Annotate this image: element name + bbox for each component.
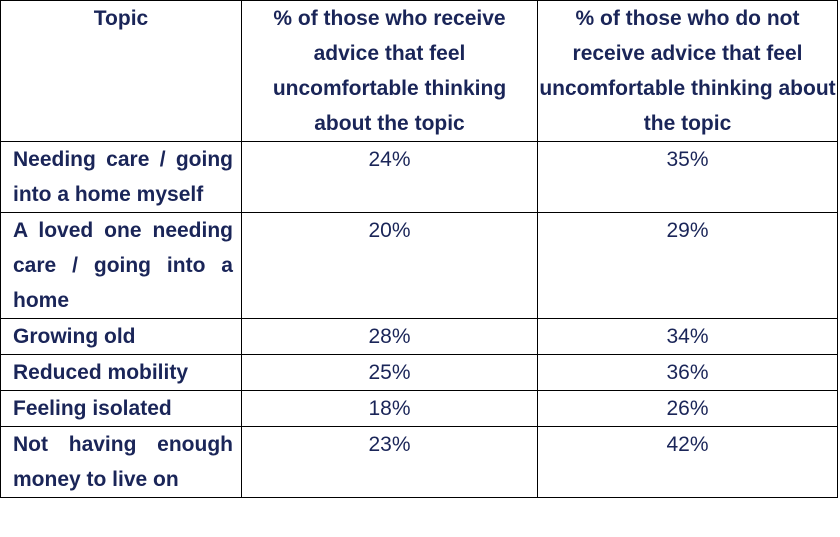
no-advice-value: 42% <box>537 426 838 498</box>
uncomfortable-topics-table: Topic % of those who receive advice that… <box>0 0 838 498</box>
table-row: Not having enough money to live on 23% 4… <box>0 426 838 498</box>
receive-advice-value: 23% <box>241 426 538 498</box>
receive-advice-value: 25% <box>241 354 538 391</box>
no-advice-value: 29% <box>537 212 838 319</box>
no-advice-value: 34% <box>537 318 838 355</box>
header-receive-advice: % of those who receive advice that feel … <box>241 0 538 142</box>
table-row: Growing old 28% 34% <box>0 318 838 355</box>
topic-cell: Reduced mobility <box>0 354 242 391</box>
topic-cell: Feeling isolated <box>0 390 242 427</box>
no-advice-value: 36% <box>537 354 838 391</box>
no-advice-value: 26% <box>537 390 838 427</box>
receive-advice-value: 18% <box>241 390 538 427</box>
table-row: A loved one needing care / going into a … <box>0 212 838 319</box>
topic-cell: Growing old <box>0 318 242 355</box>
topic-cell: Needing care / going into a home myself <box>0 141 242 213</box>
header-topic: Topic <box>0 0 242 142</box>
no-advice-value: 35% <box>537 141 838 213</box>
header-no-advice: % of those who do not receive advice tha… <box>537 0 838 142</box>
topic-cell: A loved one needing care / going into a … <box>0 212 242 319</box>
table-row: Feeling isolated 18% 26% <box>0 390 838 427</box>
topic-cell: Not having enough money to live on <box>0 426 242 498</box>
header-row: Topic % of those who receive advice that… <box>0 0 838 142</box>
receive-advice-value: 24% <box>241 141 538 213</box>
receive-advice-value: 20% <box>241 212 538 319</box>
receive-advice-value: 28% <box>241 318 538 355</box>
table-row: Needing care / going into a home myself … <box>0 141 838 213</box>
table-row: Reduced mobility 25% 36% <box>0 354 838 391</box>
